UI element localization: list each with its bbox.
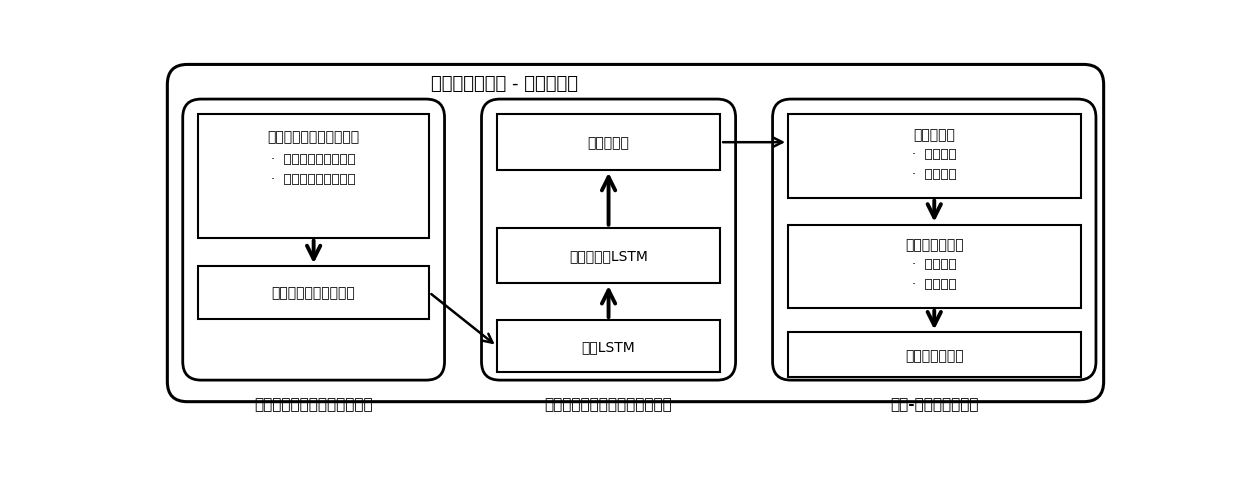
FancyBboxPatch shape: [167, 65, 1104, 402]
FancyBboxPatch shape: [182, 100, 444, 380]
FancyBboxPatch shape: [497, 228, 720, 284]
Text: ·  命令映射: · 命令映射: [911, 148, 956, 161]
FancyBboxPatch shape: [198, 115, 429, 238]
Text: 低成本的脑电图信号设备: 低成本的脑电图信号设备: [268, 130, 360, 144]
FancyBboxPatch shape: [787, 333, 1080, 377]
Text: ·  实时操作: · 实时操作: [911, 168, 956, 181]
Text: ·  模型量化: · 模型量化: [911, 278, 956, 291]
Text: 用户-机器人交互模块: 用户-机器人交互模块: [890, 396, 978, 411]
FancyBboxPatch shape: [481, 100, 735, 380]
FancyBboxPatch shape: [787, 115, 1080, 198]
FancyBboxPatch shape: [497, 115, 720, 170]
Text: ·  网络剪枝: · 网络剪枝: [911, 258, 956, 271]
FancyBboxPatch shape: [787, 225, 1080, 308]
FancyBboxPatch shape: [198, 266, 429, 319]
Text: ·  脑电图数据蓝牙传输: · 脑电图数据蓝牙传输: [272, 172, 356, 185]
Text: 个性化定制: 个性化定制: [588, 136, 630, 150]
Text: 嵌入式人工智能: 嵌入式人工智能: [905, 237, 963, 252]
Text: 机器人执行动作: 机器人执行动作: [905, 348, 963, 362]
Text: ·  原始脑电图信号采集: · 原始脑电图信号采集: [272, 153, 356, 166]
Text: 家庭机器人: 家庭机器人: [914, 128, 955, 142]
Text: 增强的堆栈LSTM: 增强的堆栈LSTM: [569, 249, 649, 263]
Text: 堆栈LSTM: 堆栈LSTM: [582, 339, 635, 353]
Text: 家庭环境中的脑 - 机器人交互: 家庭环境中的脑 - 机器人交互: [432, 75, 578, 93]
Text: 脑电图信号采集和预处理模块: 脑电图信号采集和预处理模块: [254, 396, 373, 411]
FancyBboxPatch shape: [497, 320, 720, 372]
Text: 基于神经网络的脑电信号解释器: 基于神经网络的脑电信号解释器: [544, 396, 672, 411]
Text: 脑电图信号数据预处理: 脑电图信号数据预处理: [272, 286, 356, 300]
FancyBboxPatch shape: [773, 100, 1096, 380]
